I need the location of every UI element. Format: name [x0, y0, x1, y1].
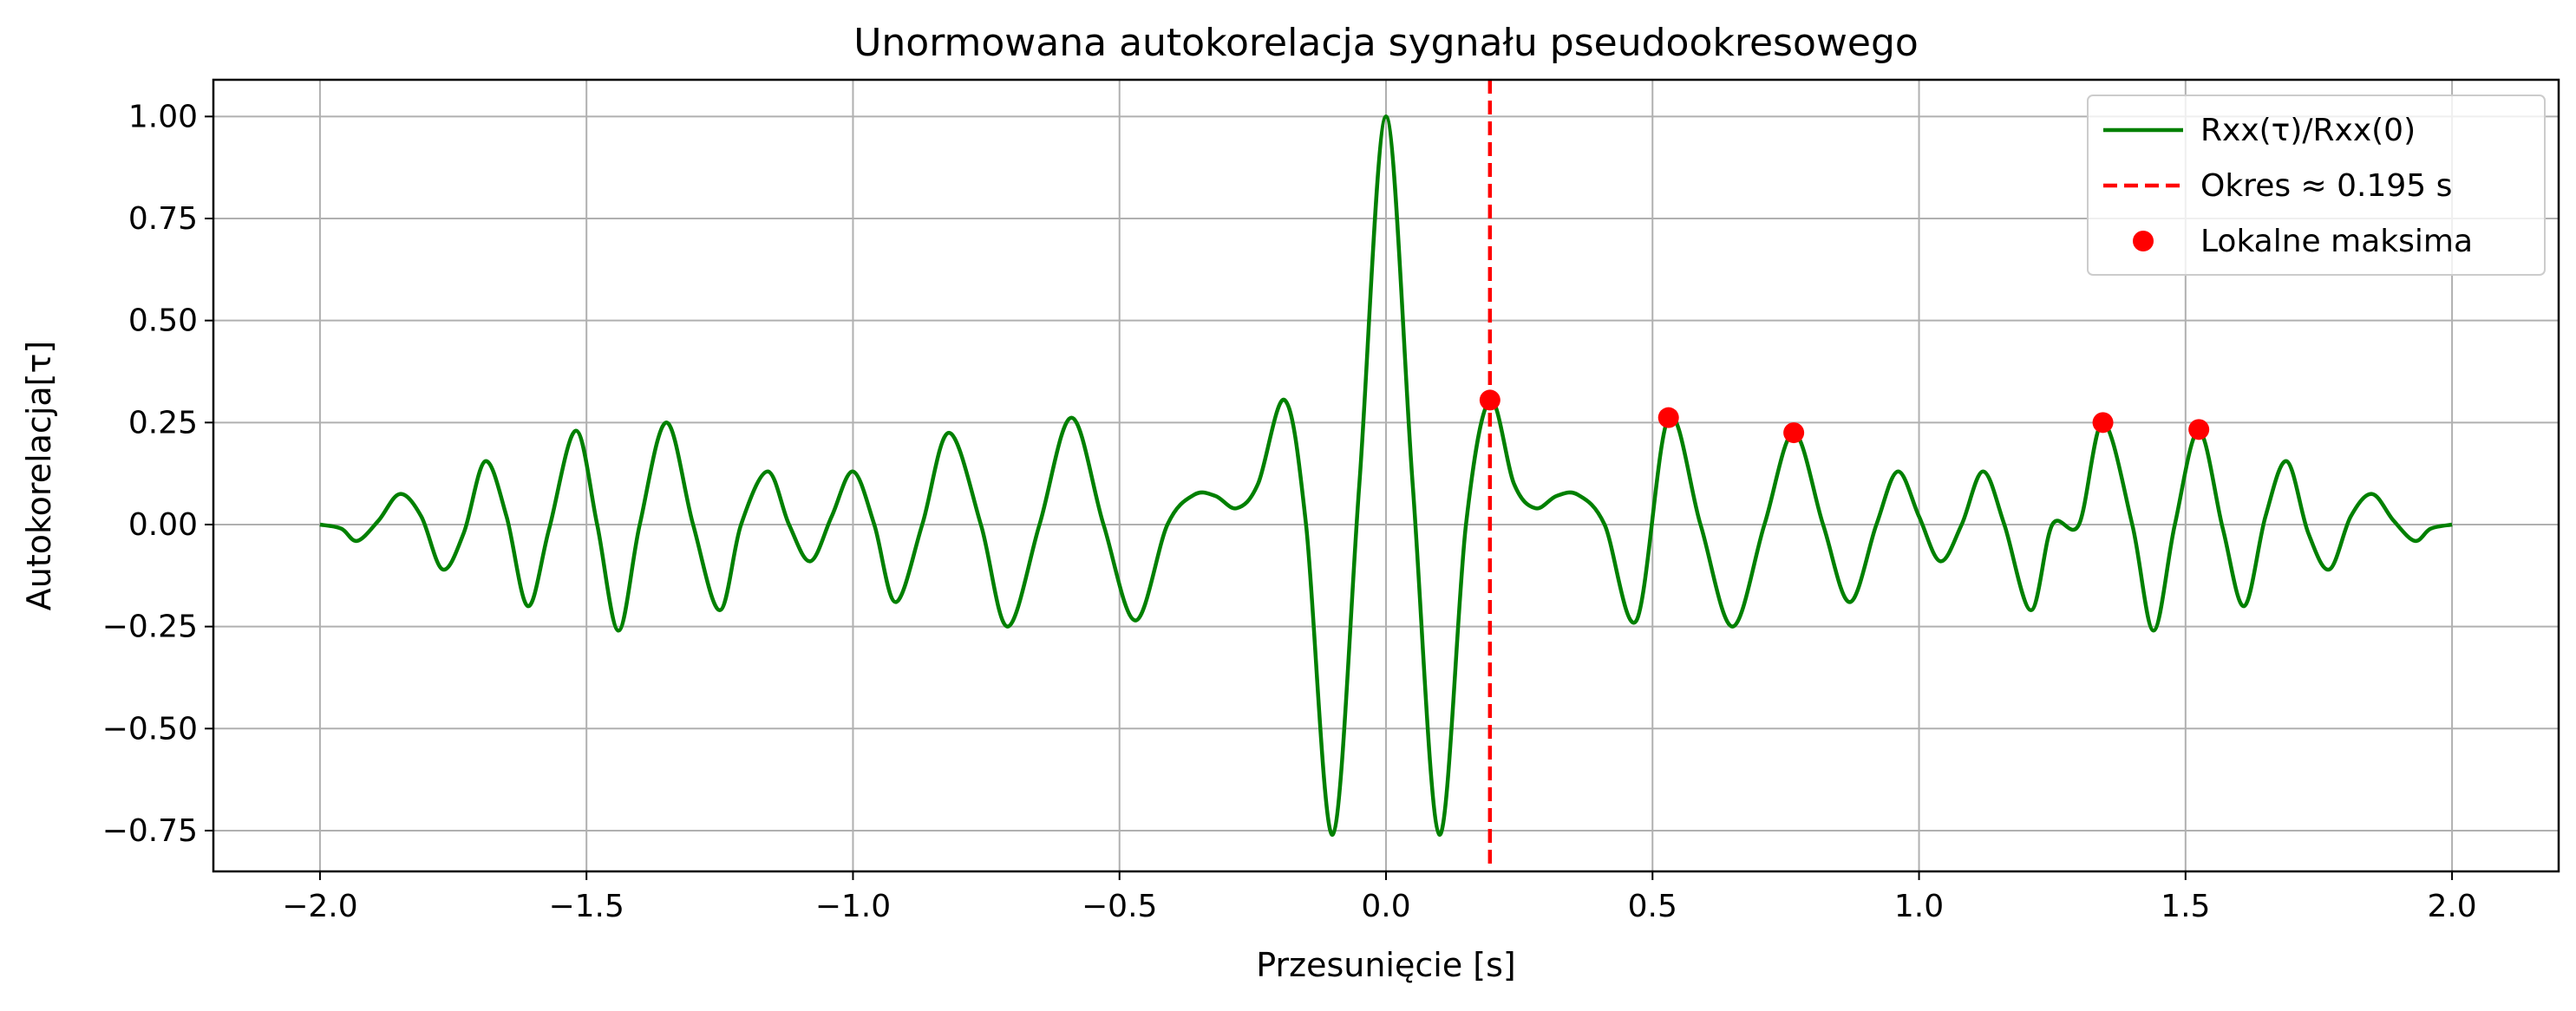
x-tick-label: −1.0: [815, 889, 891, 924]
x-tick-label: 1.5: [2161, 889, 2210, 924]
x-tick-label: −1.5: [548, 889, 624, 924]
y-tick-label: −0.25: [102, 610, 198, 645]
y-tick-label: 1.00: [128, 99, 198, 134]
x-tick-label: 0.5: [1628, 889, 1677, 924]
ticks: −2.0 −1.5 −1.0 −0.5 0.0 0.5 1.0 1.5 2.0 1.00 0.75 0…: [102, 99, 2477, 924]
y-tick-label: −0.50: [102, 711, 198, 747]
plot-content: [319, 80, 2453, 871]
legend-label-maxima: Lokalne maksima: [2200, 224, 2473, 259]
x-tick-label: −2.0: [282, 889, 357, 924]
x-tick-label: 1.0: [1894, 889, 1944, 924]
local-maximum-point: [1783, 422, 1805, 444]
x-axis-label: Przesunięcie [s]: [1256, 946, 1515, 984]
legend-label-autocorrelation: Rxx(τ)/Rxx(0): [2200, 113, 2416, 148]
legend: Rxx(τ)/Rxx(0) Okres ≈ 0.195 s Lokalne maks…: [2087, 95, 2546, 276]
x-tick-label: 0.0: [1361, 889, 1410, 924]
y-tick-label: −0.75: [102, 813, 198, 849]
local-maximum-point: [2092, 412, 2114, 434]
x-tick-label: 2.0: [2427, 889, 2476, 924]
y-tick-label: 0.75: [128, 201, 198, 237]
local-maximum-point: [1479, 389, 1500, 411]
local-maximum-point: [1657, 407, 1679, 428]
legend-marker-swatch: [2133, 231, 2154, 251]
legend-box: [2087, 95, 2546, 276]
y-tick-label: 0.50: [128, 303, 198, 339]
y-tick-label: 0.00: [128, 507, 198, 543]
x-tick-label: −0.5: [1082, 889, 1157, 924]
y-axis-label: Autokorelacja[τ]: [20, 341, 58, 610]
chart-title: Unormowana autokorelacja sygnału pseudoo…: [853, 21, 1919, 65]
legend-label-period: Okres ≈ 0.195 s: [2200, 168, 2452, 204]
local-maximum-point: [2188, 419, 2210, 440]
y-tick-label: 0.25: [128, 405, 198, 440]
